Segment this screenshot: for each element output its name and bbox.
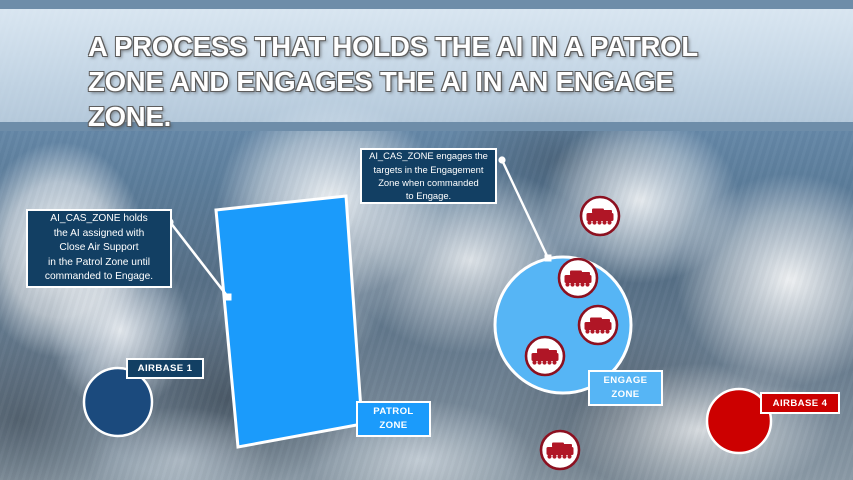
patrol-callout-box[interactable]: AI_CAS_ZONE holds the AI assigned with C… (26, 209, 172, 288)
engage-callout-text: AI_CAS_ZONE engages the targets in the E… (369, 150, 488, 202)
hostile-unit-icon[interactable] (538, 428, 582, 472)
engage-zone-label[interactable]: ENGAGE ZONE (588, 370, 663, 406)
airbase-1-marker[interactable] (82, 366, 154, 438)
slide-title: A PROCESS THAT HOLDS THE AI IN A PATROL … (88, 31, 698, 133)
hostile-unit-icon[interactable] (523, 334, 567, 378)
airbase-4-label[interactable]: AIRBASE 4 (760, 392, 840, 414)
engage-connector (498, 156, 552, 262)
airbase-1-label-text: AIRBASE 1 (137, 363, 193, 374)
engage-zone-label-text: ENGAGE ZONE (603, 375, 648, 400)
patrol-zone-label[interactable]: PATROL ZONE (356, 401, 431, 437)
hostile-unit-icon[interactable] (578, 194, 622, 238)
hostile-unit-icon[interactable] (576, 303, 620, 347)
patrol-zone-label-text: PATROL ZONE (373, 406, 414, 431)
patrol-zone-shape[interactable] (214, 194, 364, 449)
hostile-unit-icon[interactable] (556, 256, 600, 300)
title-band: A PROCESS THAT HOLDS THE AI IN A PATROL … (0, 0, 853, 132)
airbase-1-label[interactable]: AIRBASE 1 (126, 358, 204, 379)
engage-callout-box[interactable]: AI_CAS_ZONE engages the targets in the E… (360, 148, 497, 204)
airbase-4-marker[interactable] (705, 387, 773, 455)
patrol-callout-text: AI_CAS_ZONE holds the AI assigned with C… (44, 213, 154, 283)
airbase-4-label-text: AIRBASE 4 (772, 397, 828, 409)
